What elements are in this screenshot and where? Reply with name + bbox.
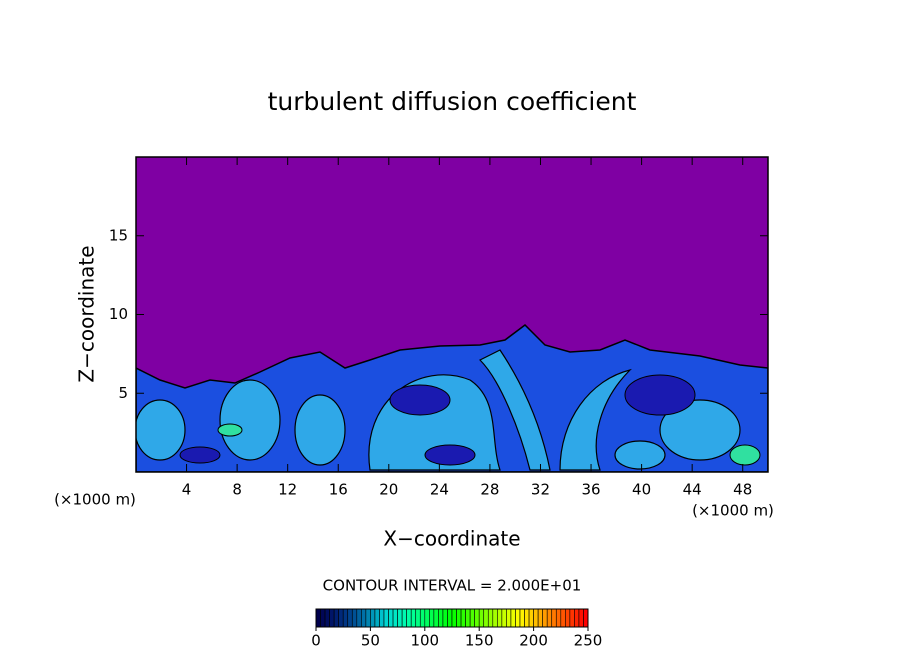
colorbar-swatch	[487, 608, 494, 628]
colorbar-swatch	[356, 608, 362, 628]
colorbar-swatch	[392, 608, 398, 628]
x-tick-label: 28	[480, 481, 499, 499]
colorbar-swatch	[497, 608, 503, 628]
colorbar-swatch	[379, 608, 385, 628]
colorbar-swatch	[342, 608, 349, 628]
colorbar-swatch	[333, 608, 339, 628]
colorbar-swatch	[388, 608, 394, 628]
colorbar-swatch	[465, 608, 471, 628]
y-axis-label: Z−coordinate	[75, 245, 99, 382]
colorbar-swatch	[442, 608, 448, 628]
colorbar-swatch	[370, 608, 376, 628]
colorbar-swatch	[478, 608, 485, 628]
colorbar-swatch	[560, 608, 566, 628]
colorbar-swatch	[410, 608, 417, 628]
colorbar-swatch	[365, 608, 371, 628]
colorbar-swatch	[315, 608, 321, 628]
y-tick-label: 10	[109, 305, 128, 323]
colorbar-swatch	[415, 608, 421, 628]
colorbar-swatch	[320, 608, 326, 628]
colorbar-swatch	[474, 608, 480, 628]
colorbar-swatch	[515, 608, 521, 628]
colorbar-swatch	[533, 608, 539, 628]
colorbar-swatch	[338, 608, 344, 628]
x-tick-label: 32	[531, 481, 550, 499]
colorbar-swatch	[578, 608, 584, 628]
colorbar-swatch	[519, 608, 525, 628]
colorbar-swatch	[433, 608, 439, 628]
x-axis-label: X−coordinate	[383, 527, 520, 551]
colorbar-swatch	[546, 608, 553, 628]
x-tick-label: 40	[632, 481, 651, 499]
colorbar-swatch	[406, 608, 412, 628]
contour-interval-label: CONTOUR INTERVAL = 2.000E+01	[323, 577, 582, 595]
field	[136, 324, 768, 472]
colorbar-swatch	[565, 608, 571, 628]
colorbar-swatch	[324, 608, 330, 628]
colorbar-swatch	[569, 608, 575, 628]
colorbar-swatch	[361, 608, 367, 628]
colorbar-swatch	[456, 608, 462, 628]
x-tick-label: 20	[379, 481, 398, 499]
colorbar-swatch	[424, 608, 430, 628]
colorbar-swatch	[351, 608, 358, 628]
colorbar-swatch	[501, 608, 507, 628]
colorbar-swatch	[537, 608, 543, 628]
x-tick-label: 24	[430, 481, 449, 499]
x-tick-label: 16	[329, 481, 348, 499]
colorbar-frame	[315, 608, 589, 628]
colorbar-swatch	[574, 608, 580, 628]
colorbar-swatch	[397, 608, 403, 628]
colorbar-tick-label: 150	[465, 632, 494, 650]
x-tick-label: 4	[182, 481, 192, 499]
colorbar-swatch	[555, 608, 562, 628]
colorbar-swatch	[528, 608, 534, 628]
colorbar-swatch	[492, 608, 498, 628]
colorbar-swatch	[524, 608, 530, 628]
y-tick-label: 15	[109, 226, 128, 244]
colorbar-swatch	[542, 608, 548, 628]
x-tick-label: 36	[581, 481, 600, 499]
colorbar-swatch	[447, 608, 453, 628]
colorbar-swatch	[347, 608, 353, 628]
colorbar-swatch	[401, 608, 407, 628]
x-tick-label: 8	[232, 481, 242, 499]
x-tick-label: 44	[683, 481, 702, 499]
colorbar-swatch	[510, 608, 516, 628]
chart-title: turbulent diffusion coefficient	[268, 87, 637, 116]
colorbar-swatch	[419, 608, 426, 628]
colorbar-swatch	[506, 608, 512, 628]
colorbar-swatch	[451, 608, 457, 628]
colorbar-swatch	[374, 608, 380, 628]
colorbar-tick-label: 100	[410, 632, 439, 650]
colorbar-swatch	[483, 608, 489, 628]
x-unit-label: (×1000 m)	[692, 502, 774, 520]
colorbar-swatch	[551, 608, 557, 628]
contours-low	[179, 374, 761, 466]
colorbar-swatch	[583, 608, 589, 628]
x-tick-label: 48	[733, 481, 752, 499]
colorbar-tick-label: 0	[311, 632, 321, 650]
colorbar-swatch	[329, 608, 335, 628]
colorbar-swatch	[383, 608, 389, 628]
colorbar-tick-label: 200	[519, 632, 548, 650]
y-unit-label: (×1000 m)	[54, 491, 136, 509]
colorbar-swatch	[460, 608, 466, 628]
colorbar-tick-label: 50	[361, 632, 380, 650]
colorbar-swatch	[469, 608, 475, 628]
x-tick-label: 12	[278, 481, 297, 499]
y-tick-label: 5	[118, 384, 128, 402]
colorbar-swatch	[429, 608, 435, 628]
colorbar-swatch	[438, 608, 444, 628]
colorbar-tick-label: 250	[574, 632, 603, 650]
